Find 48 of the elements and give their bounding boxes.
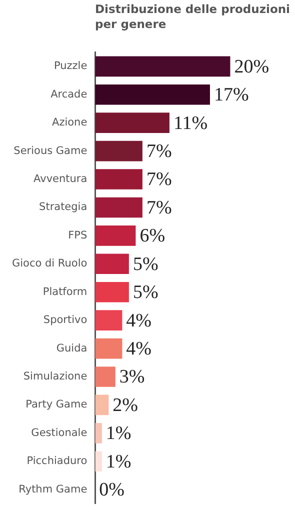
y-tick-label: Rythm Game (18, 483, 88, 496)
y-tick-label: Arcade (50, 88, 88, 100)
bar (95, 254, 129, 274)
data-label: 5% (132, 282, 158, 304)
data-label: 5% (132, 254, 158, 275)
y-tick-label: Simulazione (23, 370, 88, 382)
bar (95, 169, 142, 190)
data-label: 7% (146, 141, 172, 162)
bar (95, 56, 230, 77)
bar (95, 197, 142, 218)
bar (95, 112, 170, 133)
y-tick-label: Guida (56, 342, 88, 354)
y-tick-label: Strategia (39, 201, 88, 214)
data-label: 2% (112, 394, 138, 416)
bar (95, 338, 122, 359)
y-tick-label: Picchiaduro (26, 455, 88, 468)
data-label: 3% (119, 366, 145, 388)
data-label: 20% (234, 56, 270, 78)
y-tick-label: Puzzle (54, 60, 88, 72)
data-label: 1% (106, 423, 132, 444)
data-label: 6% (140, 226, 166, 247)
bar (95, 423, 102, 444)
y-tick-label: Serious Game (14, 144, 88, 157)
data-label: 1% (106, 451, 132, 472)
bar (95, 366, 116, 387)
data-label: 17% (214, 84, 249, 106)
bar (95, 140, 142, 162)
y-tick-label: Gioco di Ruolo (12, 258, 88, 270)
data-label: 0% (99, 480, 125, 501)
data-label: 11% (173, 112, 208, 134)
bar (95, 84, 210, 105)
data-label: 4% (126, 338, 152, 360)
y-tick-label: Azione (52, 116, 88, 129)
bar (95, 226, 136, 246)
data-label: 7% (146, 197, 172, 218)
bar (95, 394, 109, 416)
bar (95, 310, 122, 330)
y-tick-label: FPS (68, 229, 88, 242)
bar (95, 451, 102, 472)
bar (95, 282, 129, 302)
data-label: 7% (146, 169, 172, 190)
y-tick-label: Gestionale (31, 426, 88, 439)
y-tick-label: Platform (42, 286, 88, 298)
y-tick-label: Sportivo (43, 314, 88, 326)
y-tick-label: Party Game (26, 398, 88, 411)
y-tick-label: Avventura (34, 172, 88, 185)
chart-title: Distribuzione delle produzioni per genere (95, 2, 290, 32)
data-label: 4% (126, 310, 152, 332)
